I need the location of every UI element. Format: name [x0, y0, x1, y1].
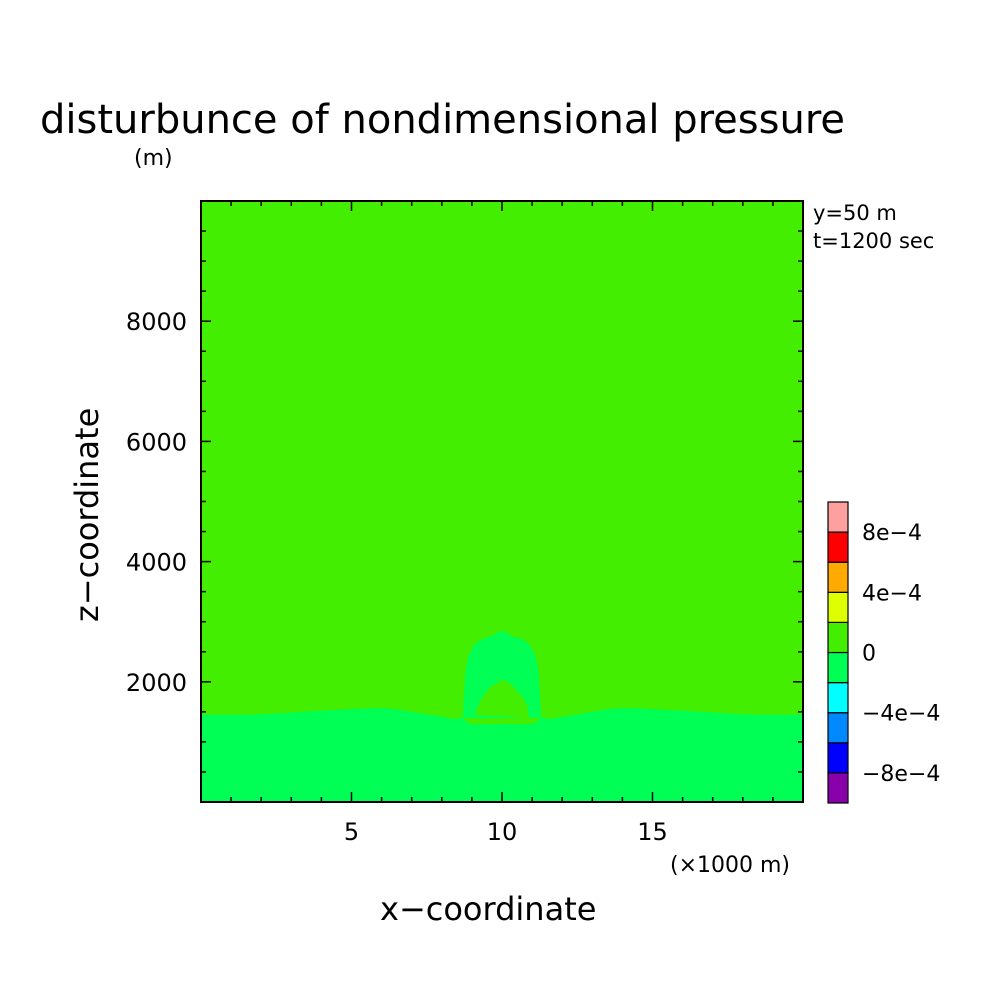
- x-tick-label: 15: [637, 818, 668, 846]
- colorbar-label: 4e−4: [862, 581, 922, 606]
- colorbar-swatch: [827, 531, 849, 563]
- tick-labels: 5 10 15 2000 4000 6000 8000: [126, 308, 668, 846]
- colorbar-swatch: [827, 501, 849, 533]
- colorbar-label: 0: [862, 642, 876, 667]
- y-tick-label: 4000: [126, 549, 187, 577]
- info-y-label: y=50 m: [813, 201, 897, 225]
- colorbar-swatch: [827, 561, 849, 593]
- tick-marks: [200, 200, 804, 803]
- plot-area: 5 10 15 2000 4000 6000 8000: [126, 200, 804, 846]
- chart-title: disturbunce of nondimensional pressure: [40, 97, 845, 143]
- colorbar-swatch: [827, 681, 849, 714]
- lower-layer-region: [201, 708, 803, 802]
- y-units-label: (m): [134, 146, 173, 171]
- x-tick-label: 5: [344, 818, 359, 846]
- colorbar-swatch: [827, 772, 849, 804]
- x-units-label: (×1000 m): [670, 853, 790, 878]
- colorbar-label: 8e−4: [862, 521, 922, 546]
- colorbar-swatch: [827, 742, 849, 774]
- x-axis-label: x−coordinate: [380, 890, 596, 928]
- colorbar-swatch: [827, 591, 849, 623]
- colorbar-label: −4e−4: [862, 702, 940, 727]
- x-tick-label: 10: [487, 818, 518, 846]
- colorbar-swatch: [827, 651, 849, 684]
- colorbar-label: −8e−4: [862, 762, 940, 787]
- info-t-label: t=1200 sec: [813, 229, 934, 253]
- colorbar-swatch: [827, 621, 849, 654]
- colorbar-swatch: [827, 712, 849, 744]
- colorbar: −8e−4 −4e−4 0 4e−4 8e−4: [827, 501, 940, 804]
- y-tick-label: 6000: [126, 428, 187, 456]
- y-tick-label: 8000: [126, 308, 187, 336]
- y-axis-label: z−coordinate: [68, 408, 106, 622]
- inner-blob-region: [474, 679, 530, 718]
- y-tick-label: 2000: [126, 669, 187, 697]
